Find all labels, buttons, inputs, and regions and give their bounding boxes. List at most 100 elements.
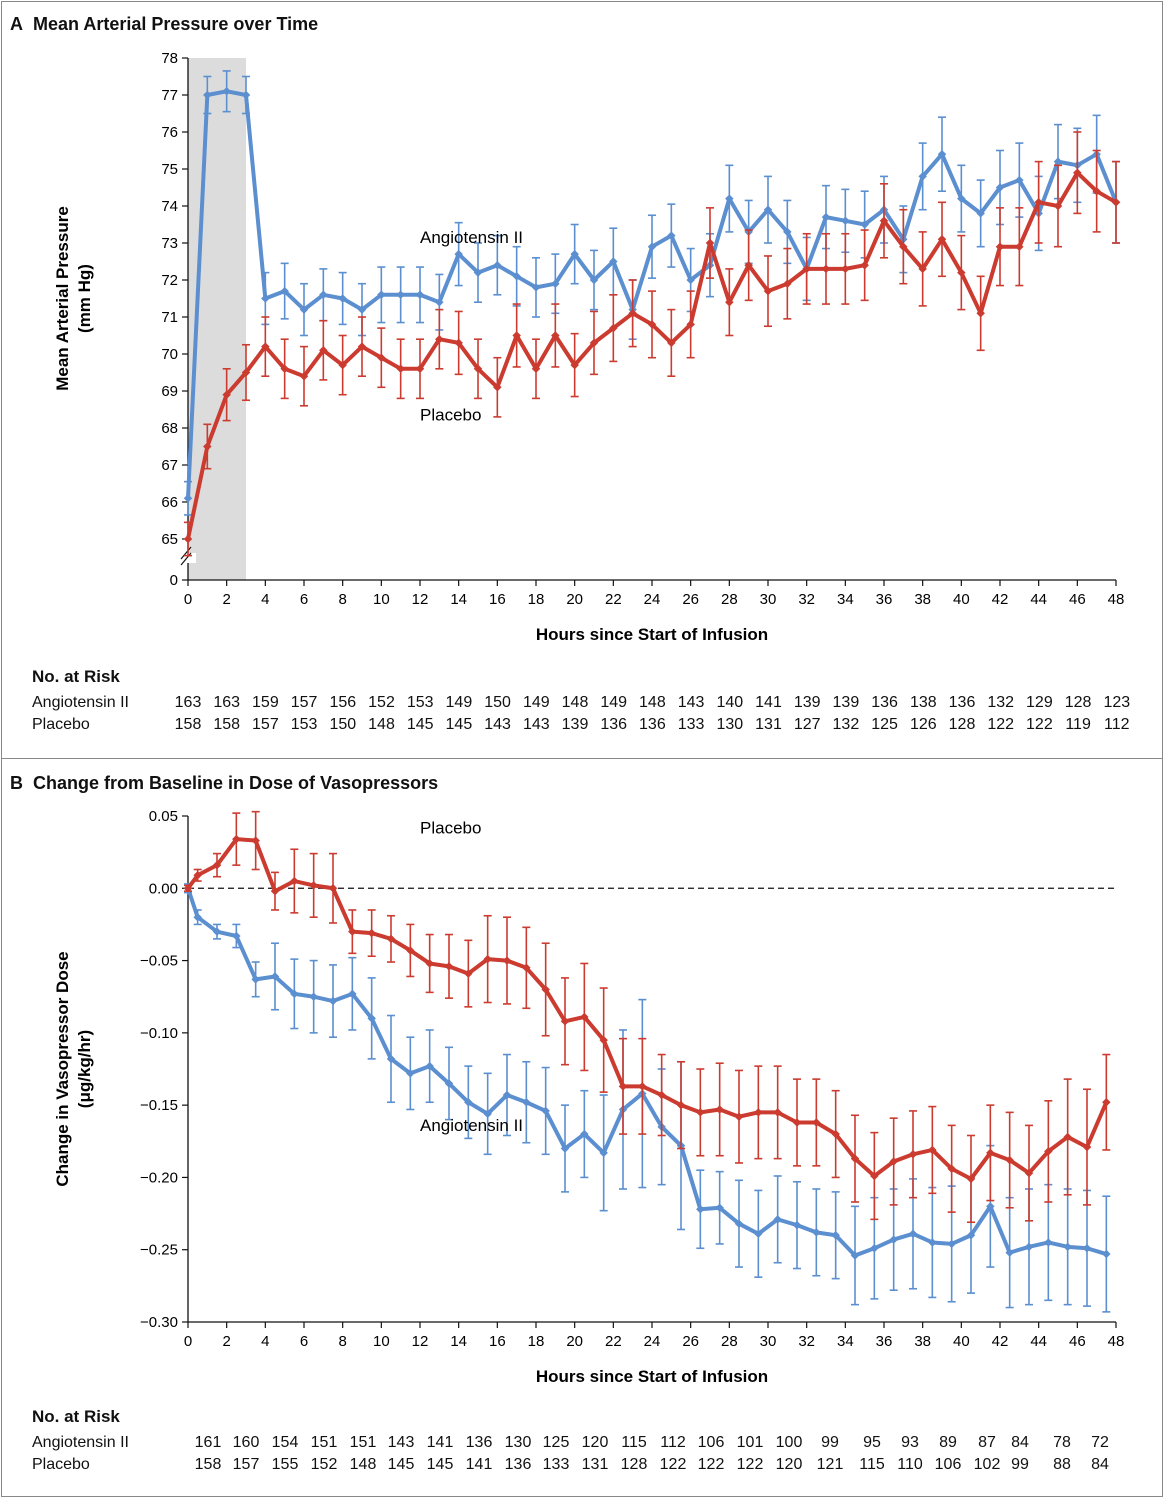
data-point	[541, 1106, 550, 1116]
x-tick-label: 40	[953, 1333, 970, 1350]
x-tick-label: 32	[798, 1333, 815, 1350]
data-point	[319, 290, 328, 300]
y-tick-label: 0.05	[149, 808, 178, 825]
data-point	[290, 989, 299, 999]
y-tick-label: 0.00	[149, 880, 178, 897]
risk-value: 133	[677, 716, 705, 733]
data-point	[821, 264, 831, 274]
risk-value: 152	[368, 694, 395, 711]
y-tick-label: 67	[161, 457, 178, 474]
risk-value: 122	[1026, 716, 1053, 733]
data-point	[609, 323, 618, 333]
risk-row-label: Placebo	[32, 716, 90, 733]
risk-value: 143	[484, 716, 511, 733]
x-tick-label: 28	[721, 591, 738, 608]
risk-value: 119	[1065, 716, 1091, 733]
risk-value: 153	[406, 694, 434, 711]
y-tick-label: 68	[161, 420, 178, 437]
y-axis-label-line: (mm Hg)	[75, 264, 94, 333]
risk-value: 130	[716, 716, 744, 733]
x-tick-label: 34	[837, 591, 854, 608]
x-tick-label: 48	[1108, 591, 1125, 608]
data-point	[280, 364, 289, 374]
risk-value: 141	[465, 1456, 493, 1473]
risk-value: 158	[213, 716, 241, 733]
risk-value: 127	[793, 716, 821, 733]
risk-heading-a: No. at Risk	[32, 667, 120, 686]
risk-value: 122	[659, 1456, 687, 1473]
risk-value: 132	[987, 694, 1015, 711]
risk-value: 136	[871, 694, 898, 711]
risk-value: 110	[897, 1456, 923, 1473]
data-point	[338, 360, 347, 370]
x-tick-label: 14	[450, 591, 467, 608]
risk-value: 128	[1064, 694, 1092, 711]
x-tick-label: 12	[412, 1333, 429, 1350]
data-point	[493, 383, 502, 392]
x-tick-label: 22	[605, 1333, 622, 1350]
risk-value: 101	[736, 1434, 764, 1451]
panel-a-title: A Mean Arterial Pressure over Time	[10, 14, 318, 35]
data-point	[502, 956, 512, 965]
x-tick-label: 24	[644, 1333, 661, 1350]
data-point	[802, 264, 811, 274]
data-point	[290, 876, 299, 886]
data-point	[744, 260, 753, 270]
risk-value: 128	[620, 1456, 648, 1473]
data-point	[444, 1079, 454, 1088]
x-tick-label: 36	[876, 591, 893, 608]
risk-value: 143	[522, 716, 550, 733]
risk-value: 159	[252, 694, 279, 711]
x-tick-label: 38	[914, 1333, 931, 1350]
risk-value: 156	[329, 694, 357, 711]
risk-value: 148	[561, 694, 589, 711]
chart-vasopressor-dose-change: 0.05 0.00 −0.05 −0.10 −0.15 −0.20 −0.25 −0.30 0 2…	[53, 808, 1124, 1386]
risk-value: 148	[639, 694, 666, 711]
risk-value: 145	[426, 1456, 454, 1473]
risk-value: 148	[349, 1456, 377, 1473]
data-point	[386, 934, 396, 944]
risk-value: 99	[821, 1434, 839, 1451]
risk-value: 106	[697, 1434, 725, 1451]
y-tick-label: 78	[161, 50, 178, 67]
series-placebo	[183, 810, 1111, 1224]
x-tick-label: 32	[798, 591, 815, 608]
x-tick-label: 14	[450, 1333, 467, 1350]
x-tick-label: 0	[184, 1333, 192, 1350]
data-point	[667, 338, 676, 348]
x-tick-label: 0	[184, 591, 192, 608]
y-tick-label: −0.25	[140, 1242, 178, 1259]
risk-value: 128	[948, 716, 976, 733]
data-point	[270, 886, 280, 896]
risk-value: 125	[542, 1434, 570, 1451]
risk-value: 149	[522, 694, 550, 711]
x-tick-label: 46	[1069, 1333, 1086, 1350]
data-point	[241, 90, 251, 100]
risk-value: 151	[349, 1434, 377, 1451]
x-tick-label: 20	[566, 1333, 583, 1350]
risk-value: 136	[465, 1434, 493, 1451]
data-point	[841, 216, 850, 226]
risk-value: 139	[561, 716, 589, 733]
x-tick-label: 24	[644, 591, 661, 608]
x-tick-label: 2	[222, 1333, 230, 1350]
data-point	[512, 272, 521, 281]
x-tick-label: 6	[300, 1333, 308, 1350]
y-axis-label-line: Change in Vasopressor Dose	[53, 951, 72, 1186]
risk-value: 131	[755, 716, 782, 733]
data-point	[406, 946, 415, 955]
y-tick-label: 76	[161, 124, 178, 141]
panel-b-letter: B	[10, 773, 23, 793]
data-point	[299, 371, 309, 381]
data-point	[454, 249, 463, 259]
x-tick-label: 44	[1030, 1333, 1047, 1350]
risk-value: 120	[581, 1434, 609, 1451]
x-tick-label: 30	[760, 1333, 777, 1350]
risk-value: 122	[697, 1456, 725, 1473]
risk-row-label: Angiotensin II	[32, 1434, 129, 1451]
risk-value: 145	[387, 1456, 415, 1473]
data-point	[183, 494, 193, 503]
data-point	[783, 279, 792, 288]
risk-value: 157	[290, 694, 318, 711]
